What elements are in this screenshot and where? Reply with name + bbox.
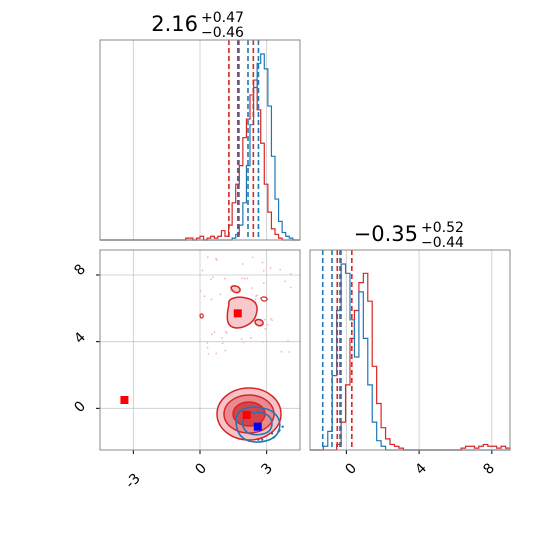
marker-red bbox=[233, 309, 242, 318]
sample-point bbox=[250, 337, 252, 339]
y-tick-label: 8 bbox=[71, 261, 89, 279]
param1-title-plus: +0.47 bbox=[201, 10, 244, 26]
sample-point bbox=[224, 330, 227, 333]
sample-point bbox=[240, 337, 243, 340]
joint-panel-frame bbox=[99, 249, 301, 451]
sample-point bbox=[219, 293, 222, 296]
sample-point bbox=[262, 282, 265, 284]
sample-point bbox=[263, 318, 266, 321]
contour-red-upper-blob bbox=[230, 285, 241, 294]
sample-point bbox=[241, 263, 244, 265]
sample-point bbox=[241, 277, 244, 280]
contour-red-upper-blob bbox=[254, 318, 264, 327]
sample-point bbox=[229, 289, 232, 292]
sample-point bbox=[261, 341, 264, 343]
sample-point bbox=[264, 327, 267, 330]
contour-red-upper bbox=[226, 296, 258, 329]
x-tick-label: 0 bbox=[192, 460, 210, 478]
sample-point bbox=[210, 278, 212, 281]
sample-point bbox=[254, 298, 257, 301]
sample-point bbox=[210, 333, 213, 336]
sample-point bbox=[224, 277, 226, 280]
y-tick-label: 4 bbox=[71, 329, 89, 347]
sample-point bbox=[266, 323, 269, 326]
y-tick-label: 0 bbox=[71, 398, 89, 416]
sample-point bbox=[220, 337, 223, 339]
x2-tick-label: 0 bbox=[342, 460, 360, 478]
x2-tick-label: 8 bbox=[480, 460, 498, 478]
x-tick-label: -3 bbox=[123, 471, 144, 492]
sample-point bbox=[221, 342, 224, 345]
sample-point bbox=[280, 350, 283, 353]
sample-point bbox=[260, 438, 264, 441]
sample-point bbox=[226, 332, 228, 335]
contour-red-upper-blob bbox=[199, 313, 204, 319]
sample-point bbox=[251, 256, 254, 259]
sample-point bbox=[281, 425, 284, 428]
marker-red bbox=[120, 396, 129, 404]
sample-point bbox=[289, 273, 292, 275]
sample-point bbox=[212, 276, 214, 279]
sample-point bbox=[279, 268, 282, 271]
x-tick-label: 3 bbox=[258, 460, 276, 478]
histogram-red-param2 bbox=[310, 272, 511, 451]
contour-red-upper-blob bbox=[260, 296, 268, 302]
sample-point bbox=[224, 349, 227, 352]
sample-point bbox=[203, 295, 206, 298]
sample-point bbox=[215, 352, 218, 355]
sample-point bbox=[201, 269, 204, 272]
sample-point bbox=[256, 294, 259, 297]
param2-title-minus: −0.44 bbox=[421, 235, 464, 251]
sample-point bbox=[284, 280, 287, 283]
param1-title-value: 2.16 bbox=[151, 12, 198, 36]
sample-point bbox=[269, 267, 272, 270]
sample-point bbox=[206, 256, 209, 259]
sample-point bbox=[207, 353, 210, 355]
sample-point bbox=[199, 290, 202, 292]
param2-title-plus: +0.52 bbox=[421, 220, 464, 236]
sample-point bbox=[246, 277, 249, 280]
sample-point bbox=[215, 257, 217, 260]
x2-tick-label: 4 bbox=[412, 460, 430, 478]
sample-point bbox=[262, 269, 265, 272]
sample-point bbox=[206, 346, 209, 349]
sample-point bbox=[270, 318, 272, 320]
sample-point bbox=[251, 287, 253, 289]
marker-red bbox=[242, 411, 251, 419]
sample-point bbox=[289, 286, 292, 289]
sample-point bbox=[242, 341, 245, 344]
param1-title-minus: −0.46 bbox=[201, 25, 244, 41]
sample-point bbox=[287, 340, 289, 342]
sample-point bbox=[261, 261, 264, 264]
histogram-panel-frame bbox=[99, 39, 301, 241]
marker-blue bbox=[253, 422, 262, 431]
sample-point bbox=[243, 277, 246, 280]
sample-point bbox=[213, 331, 216, 334]
sample-point bbox=[288, 351, 291, 353]
contour-blue-outer bbox=[235, 406, 281, 443]
sample-point bbox=[255, 295, 257, 297]
sample-point bbox=[271, 319, 273, 322]
contour-blue-inner bbox=[241, 411, 273, 436]
param2-title-value: −0.35 bbox=[354, 222, 418, 246]
sample-point bbox=[206, 341, 209, 344]
histogram-panel-frame bbox=[309, 249, 511, 451]
sample-point bbox=[210, 298, 213, 301]
